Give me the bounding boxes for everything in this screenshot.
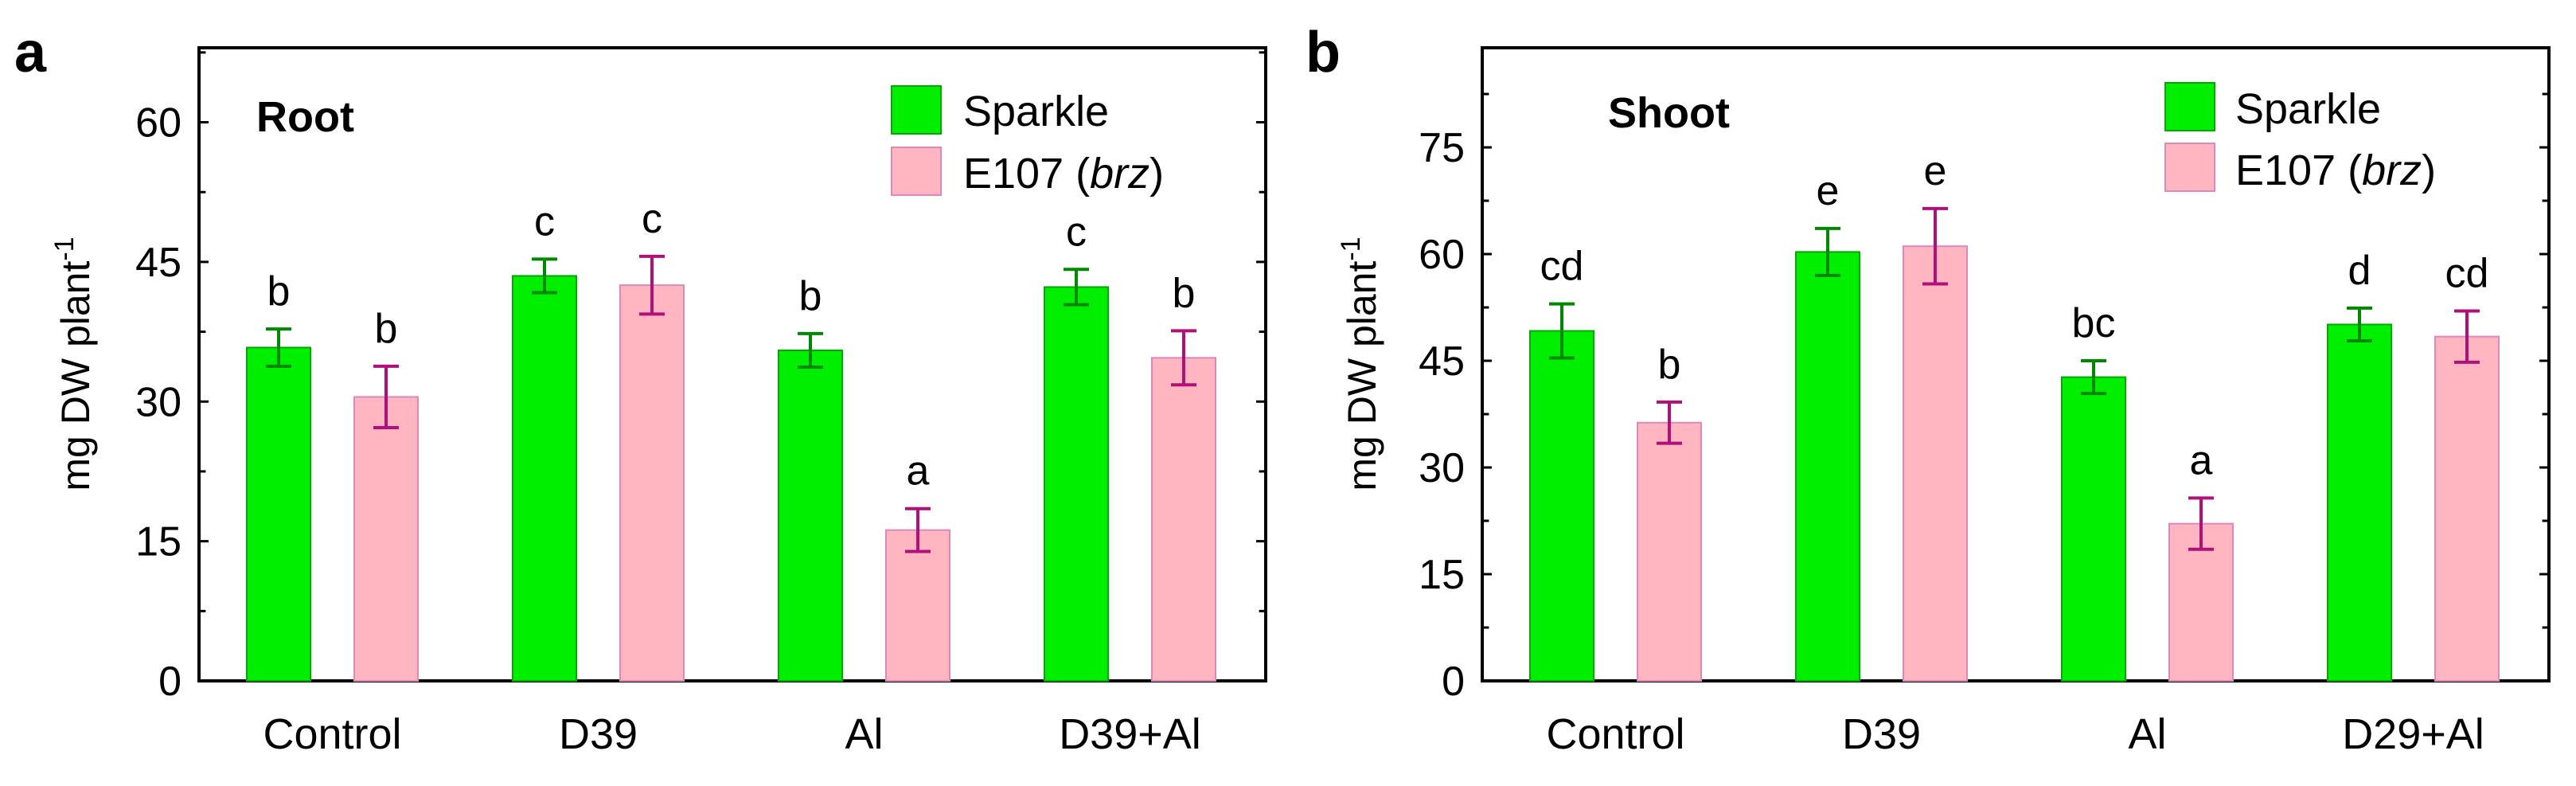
x-tick-label-b-2: Al (2128, 710, 2166, 758)
legend-a-sparkle-swatch (891, 85, 942, 135)
bars-b: cd b e e bc a d cd (1529, 148, 2500, 682)
y-tick-label-b-5: 75 (1419, 125, 1465, 171)
bar-a-1-0 (353, 396, 419, 682)
x-tick-label-a-3: D39+Al (1059, 710, 1201, 758)
x-tick-label-b-3: D29+Al (2342, 710, 2484, 758)
legend-b-sparkle-label: Sparkle (2235, 85, 2381, 133)
legend-b-e107-swatch (2164, 143, 2215, 192)
significance-letter-a-1-3: b (1173, 270, 1196, 316)
y-axis-label-b: mg DW plant-1 (1336, 237, 1384, 491)
y-tick-label-a-3: 45 (135, 240, 181, 286)
y-axis-label-b-superscript: -1 (1336, 237, 1366, 260)
y-axis-label-a: mg DW plant-1 (49, 237, 98, 491)
panel-label-a: a (14, 21, 47, 84)
significance-letter-a-1-2: a (907, 448, 930, 495)
chart-title-shoot: Shoot (1608, 89, 1730, 137)
bar-a-1-1 (619, 284, 685, 682)
legend-b-e107-name: E107 ( (2235, 147, 2362, 194)
significance-letter-a-0-2: b (799, 273, 822, 319)
bar-b-0-0 (1529, 330, 1594, 682)
bar-b-0-3 (2327, 323, 2392, 682)
bar-a-0-1 (512, 275, 577, 682)
significance-letter-a-0-1: c (534, 198, 555, 244)
y-tick-label-b-3: 45 (1419, 338, 1465, 385)
legend-a: Sparkle E107 (brz) (891, 85, 1164, 197)
panel-label-b: b (1306, 21, 1341, 84)
x-axis-labels-a: Control D39 Al D39+Al (263, 710, 1200, 758)
x-tick-label-b-0: Control (1546, 710, 1684, 758)
panel-b-shoot-chart: b Shoot mg DW plant-1 0 15 30 45 60 75 cd b e e b… (1306, 21, 2551, 758)
y-axis-label-a-superscript: -1 (49, 237, 80, 260)
significance-letter-b-0-0: cd (1540, 244, 1584, 290)
x-axis-labels-b: Control D39 Al D29+Al (1546, 710, 2484, 758)
y-axis-ticks-b: 0 15 30 45 60 75 (1419, 92, 2549, 705)
significance-letter-b-1-1: e (1924, 148, 1947, 194)
bar-b-0-2 (2061, 376, 2126, 682)
bar-b-1-0 (1637, 421, 1702, 682)
bar-b-1-3 (2434, 335, 2500, 682)
y-tick-label-a-4: 60 (135, 100, 181, 147)
y-tick-label-b-2: 30 (1419, 445, 1465, 491)
x-tick-label-a-0: Control (263, 710, 401, 758)
significance-letter-a-1-1: c (642, 196, 662, 242)
y-tick-label-b-4: 60 (1419, 232, 1465, 278)
plot-frame-b (1481, 46, 2551, 682)
bar-b-0-1 (1795, 251, 1860, 682)
significance-letter-b-1-0: b (1658, 342, 1681, 388)
y-tick-label-a-0: 0 (158, 659, 181, 705)
legend-a-e107-suffix: ) (1149, 150, 1164, 197)
chart-title-root: Root (256, 93, 354, 141)
significance-letter-b-1-2: a (2190, 437, 2213, 483)
bar-a-0-0 (246, 346, 311, 682)
significance-letter-a-0-3: c (1066, 209, 1087, 255)
legend-a-e107-label: E107 (brz) (963, 150, 1164, 197)
y-tick-label-a-2: 30 (135, 379, 181, 425)
bar-a-1-2 (885, 529, 950, 682)
y-tick-label-b-1: 15 (1419, 552, 1465, 598)
bar-a-1-3 (1151, 357, 1216, 682)
x-tick-label-a-2: Al (845, 710, 883, 758)
legend-b-e107-suffix: ) (2422, 147, 2436, 194)
y-axis-ticks-a: 0 15 30 45 60 (135, 51, 1266, 705)
significance-letter-a-1-0: b (375, 306, 398, 352)
bar-a-0-3 (1044, 286, 1109, 682)
x-tick-label-b-1: D39 (1842, 710, 1921, 758)
significance-letter-b-0-2: bc (2072, 300, 2116, 346)
y-axis-label-b-text: mg DW plant (1340, 261, 1384, 491)
legend-b-e107-italic: brz (2362, 147, 2422, 194)
significance-letter-b-0-3: d (2348, 248, 2371, 294)
significance-letter-b-0-1: e (1817, 168, 1840, 214)
bars-a: b b c c b a c b (246, 196, 1216, 682)
legend-b-e107-label: E107 (brz) (2235, 147, 2436, 194)
significance-letter-a-0-0: b (267, 268, 291, 315)
legend-b-sparkle-swatch (2164, 82, 2215, 131)
legend-a-e107-italic: brz (1090, 150, 1149, 197)
bar-a-0-2 (778, 349, 843, 682)
legend-b: Sparkle E107 (brz) (2164, 82, 2436, 194)
legend-a-e107-swatch (891, 147, 942, 196)
panel-a-root-chart: a Root mg DW plant-1 0 15 30 45 60 b b c c b a cb … (14, 21, 1267, 758)
y-tick-label-b-0: 0 (1442, 659, 1465, 705)
y-tick-label-a-1: 15 (135, 519, 181, 565)
significance-letter-b-1-3: cd (2445, 251, 2489, 297)
plot-frame-a (197, 46, 1267, 682)
legend-a-sparkle-label: Sparkle (963, 88, 1109, 135)
bar-b-1-1 (1903, 245, 1968, 682)
legend-a-e107-name: E107 ( (963, 150, 1090, 197)
y-axis-label-a-text: mg DW plant (53, 261, 98, 491)
x-tick-label-a-1: D39 (559, 710, 638, 758)
